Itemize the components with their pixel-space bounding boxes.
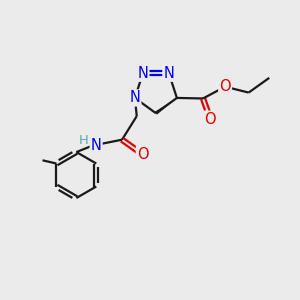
Text: N: N	[164, 66, 174, 81]
Text: N: N	[129, 90, 140, 105]
Text: N: N	[91, 138, 102, 153]
Text: H: H	[78, 134, 88, 147]
Text: O: O	[205, 112, 216, 127]
Text: O: O	[137, 147, 148, 162]
Text: O: O	[219, 79, 231, 94]
Polygon shape	[155, 98, 177, 115]
Text: N: N	[137, 66, 148, 81]
